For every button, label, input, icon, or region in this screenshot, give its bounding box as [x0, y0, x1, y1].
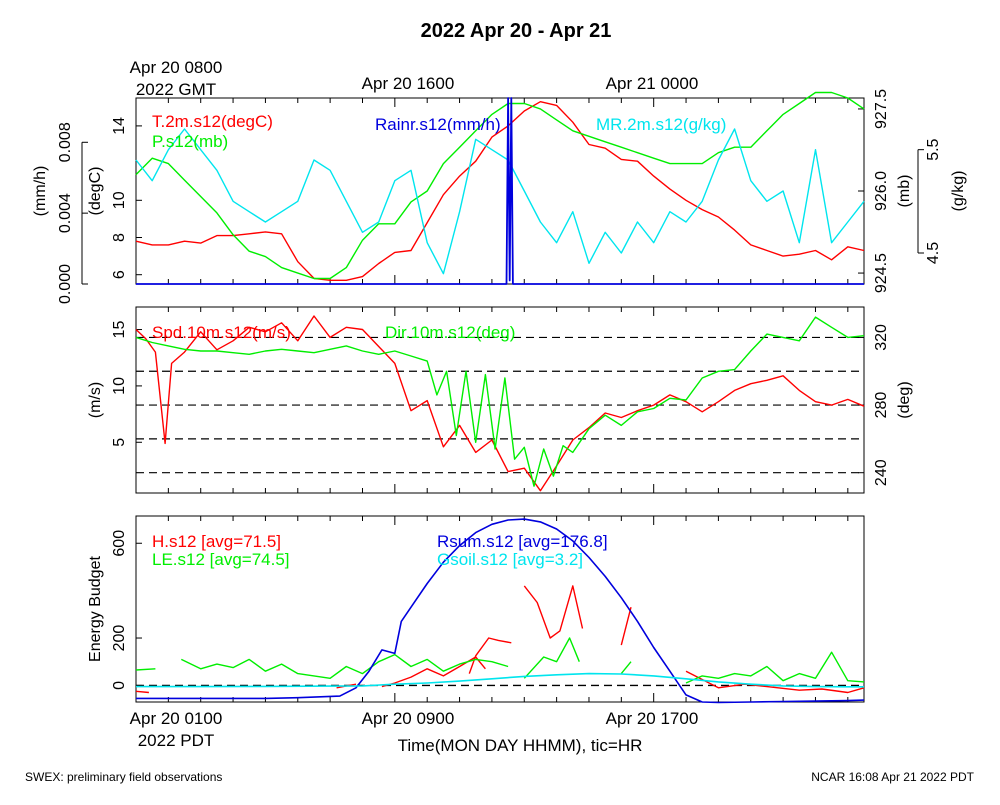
series-line-blue [136, 97, 864, 285]
y-tick-label-ms: 15 [111, 321, 128, 339]
footer-right: NCAR 16:08 Apr 21 2022 PDT [811, 770, 974, 784]
footer-left: SWEX: preliminary field observations [25, 770, 222, 784]
x-axis-title: Time(MON DAY HHMM), tic=HR [398, 736, 643, 755]
series-line-cyan [135, 128, 865, 275]
y-axis-label-energy: Energy Budget [87, 556, 104, 662]
y-tick-label-gkg: 5.5 [925, 138, 942, 160]
legend-entry: Spd.10m.s12(m/s) [152, 323, 291, 342]
top-time-label: 2022 GMT [136, 80, 216, 99]
bottom-time-label: Apr 20 1700 [606, 709, 699, 728]
panel-frame-2 [135, 306, 865, 494]
y-axis-label-mb: (mb) [896, 175, 913, 208]
y-tick-label-deg: 280 [873, 392, 890, 419]
legend-entry: Rsum.s12 [avg=176.8] [437, 532, 608, 551]
bottom-time-label: Apr 20 0100 [130, 709, 223, 728]
legend-entry: T.2m.s12(degC) [152, 112, 273, 131]
top-time-label: Apr 21 0000 [606, 74, 699, 93]
series-line-green [180, 653, 509, 679]
series-line-green [685, 651, 865, 684]
top-time-label: Apr 20 0800 [130, 58, 223, 77]
panel-frame-3 [135, 515, 865, 703]
y-tick-label-energy: 600 [111, 530, 128, 557]
series-line-green [620, 661, 632, 675]
y-axis-label-deg: (deg) [896, 381, 913, 418]
y-tick-label-deg: 320 [873, 324, 890, 351]
series-line-red [381, 656, 486, 688]
y-tick-label-ms: 10 [111, 377, 128, 395]
series-line-green [135, 668, 156, 671]
y-tick-label-energy: 0 [111, 681, 128, 690]
series-line-red [135, 100, 865, 281]
series-line-blue [136, 518, 865, 704]
bottom-time-label: Apr 20 0900 [362, 709, 455, 728]
series-line-red [135, 315, 865, 492]
series-line-red [523, 585, 584, 639]
y-axis-label-mmh: (mm/h) [32, 166, 49, 217]
series-line-red [620, 607, 632, 646]
y-axis-label-degc: (degC) [87, 167, 104, 216]
series-line-cyan [136, 672, 864, 688]
legend-entry: Dir.10m.s12(deg) [385, 323, 515, 342]
y-tick-label-mb: 927.5 [873, 89, 890, 129]
y-tick-label-mmh: 0.008 [57, 122, 74, 162]
y-tick-label-ms: 5 [111, 438, 128, 447]
series-line-green [135, 91, 865, 280]
y-tick-label-deg: 240 [873, 459, 890, 486]
y-tick-label-gkg: 4.5 [925, 242, 942, 264]
y-axis-label-ms: (m/s) [87, 382, 104, 418]
legend-entry: P.s12(mb) [152, 132, 228, 151]
top-time-label: Apr 20 1600 [362, 74, 455, 93]
y-tick-label-degc: 10 [111, 191, 128, 209]
y-tick-label-energy: 200 [111, 625, 128, 652]
y-tick-label-mb: 926.0 [873, 171, 890, 211]
y-tick-label-mb: 924.5 [873, 253, 890, 293]
legend-entry: Rainr.s12(mm/h) [375, 115, 501, 134]
chart-title: 2022 Apr 20 - Apr 21 [421, 20, 612, 42]
bottom-time-label: 2022 PDT [138, 731, 215, 750]
y-tick-label-degc: 14 [111, 117, 128, 135]
y-tick-label-degc: 8 [111, 233, 128, 242]
series-line-green [135, 316, 865, 487]
legend-entry: H.s12 [avg=71.5] [152, 532, 281, 551]
y-tick-label-mmh: 0.000 [57, 264, 74, 304]
series-line-red [685, 670, 865, 694]
legend-entry: Gsoil.s12 [avg=3.2] [437, 550, 583, 569]
y-tick-label-mmh: 0.004 [57, 193, 74, 233]
series-line-red [468, 637, 512, 674]
series-line-red [135, 690, 149, 694]
y-tick-label-degc: 6 [111, 270, 128, 279]
legend-entry: LE.s12 [avg=74.5] [152, 550, 290, 569]
legend-entry: MR.2m.s12(g/kg) [596, 115, 726, 134]
y-axis-label-gkg: (g/kg) [950, 171, 967, 212]
series-line-green [523, 637, 580, 679]
